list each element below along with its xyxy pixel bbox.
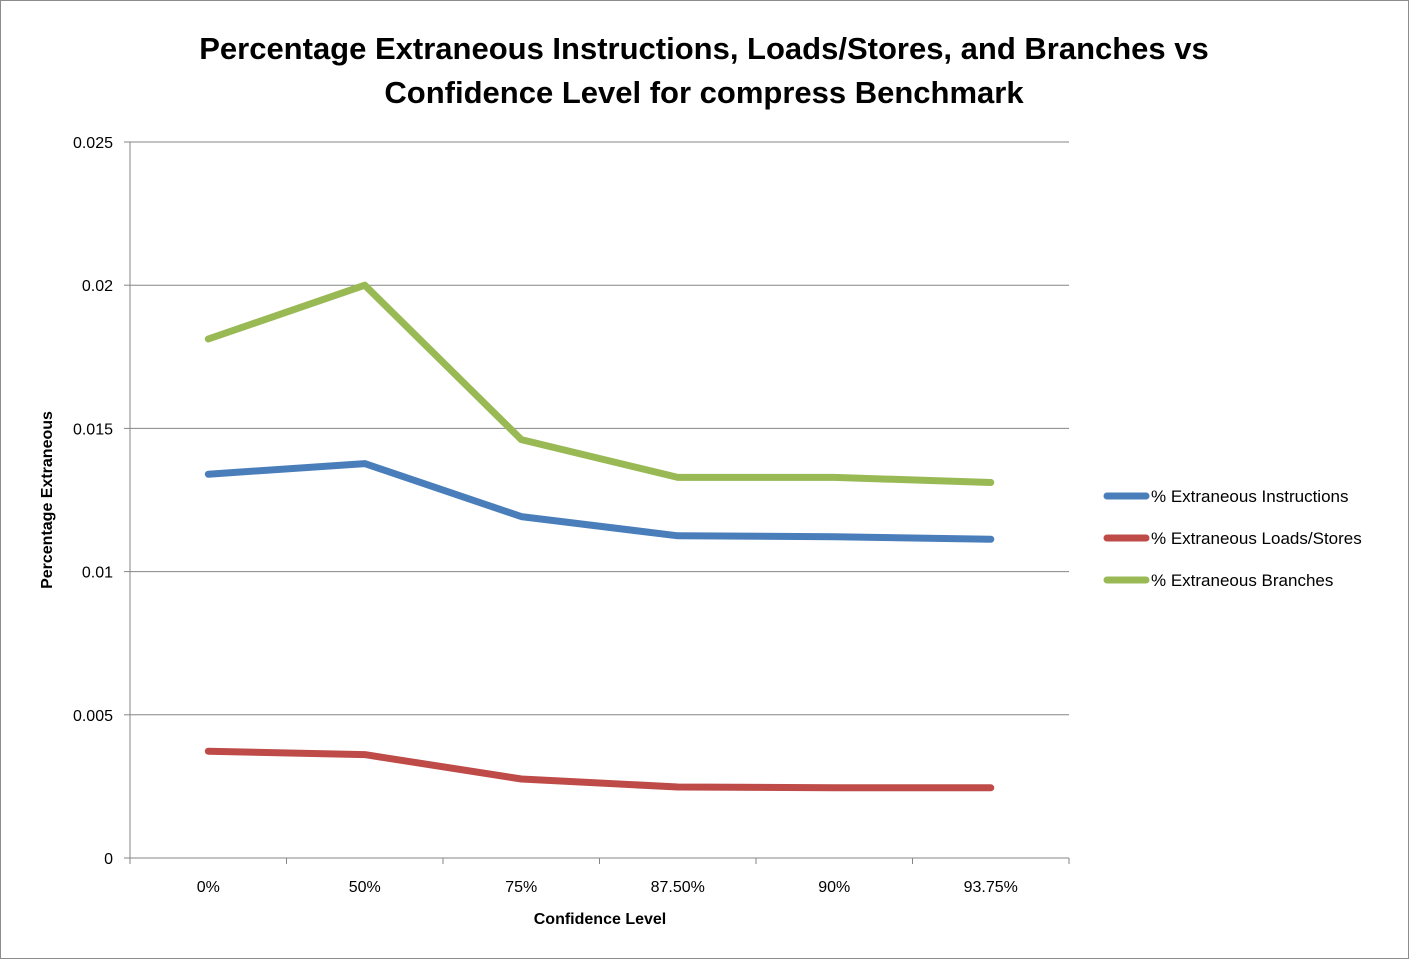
x-tick-label: 93.75%: [964, 879, 1018, 896]
series-lines: [204, 281, 995, 792]
legend-label: % Extraneous Loads/Stores: [1151, 529, 1362, 548]
series-line-1: [204, 460, 995, 543]
chart-title-line-2: Confidence Level for compress Benchmark: [384, 75, 1024, 110]
series-line-3: [204, 281, 995, 486]
chart-title: Percentage Extraneous Instructions, Load…: [199, 31, 1209, 110]
y-tick-label: 0.005: [73, 708, 113, 725]
x-tick-label: 90%: [818, 879, 850, 896]
x-axis-ticks: 0% 50% 75% 87.50% 90% 93.75%: [129, 858, 1070, 896]
y-tick-label: 0.025: [73, 135, 113, 152]
x-tick-label: 0%: [197, 879, 220, 896]
x-axis-title: Confidence Level: [534, 911, 666, 928]
x-tick-label: 87.50%: [651, 879, 705, 896]
y-tick-label: 0.02: [82, 278, 113, 295]
series-line-2: [204, 747, 995, 792]
legend-label: % Extraneous Instructions: [1151, 487, 1348, 506]
x-tick-label: 75%: [505, 879, 537, 896]
y-tick-label: 0.01: [82, 565, 113, 582]
y-tick-label: 0.015: [73, 421, 113, 438]
chart-title-line-1: Percentage Extraneous Instructions, Load…: [199, 31, 1209, 66]
y-tick-label: 0: [104, 851, 113, 868]
legend: % Extraneous Instructions % Extraneous Lo…: [1103, 487, 1362, 590]
y-axis-title: Percentage Extraneous: [39, 411, 56, 589]
x-tick-label: 50%: [349, 879, 381, 896]
legend-label: % Extraneous Branches: [1151, 571, 1333, 590]
y-axis-ticks: 0 0.005 0.01 0.015 0.02 0.025: [73, 135, 130, 868]
gridlines: [130, 141, 1069, 716]
